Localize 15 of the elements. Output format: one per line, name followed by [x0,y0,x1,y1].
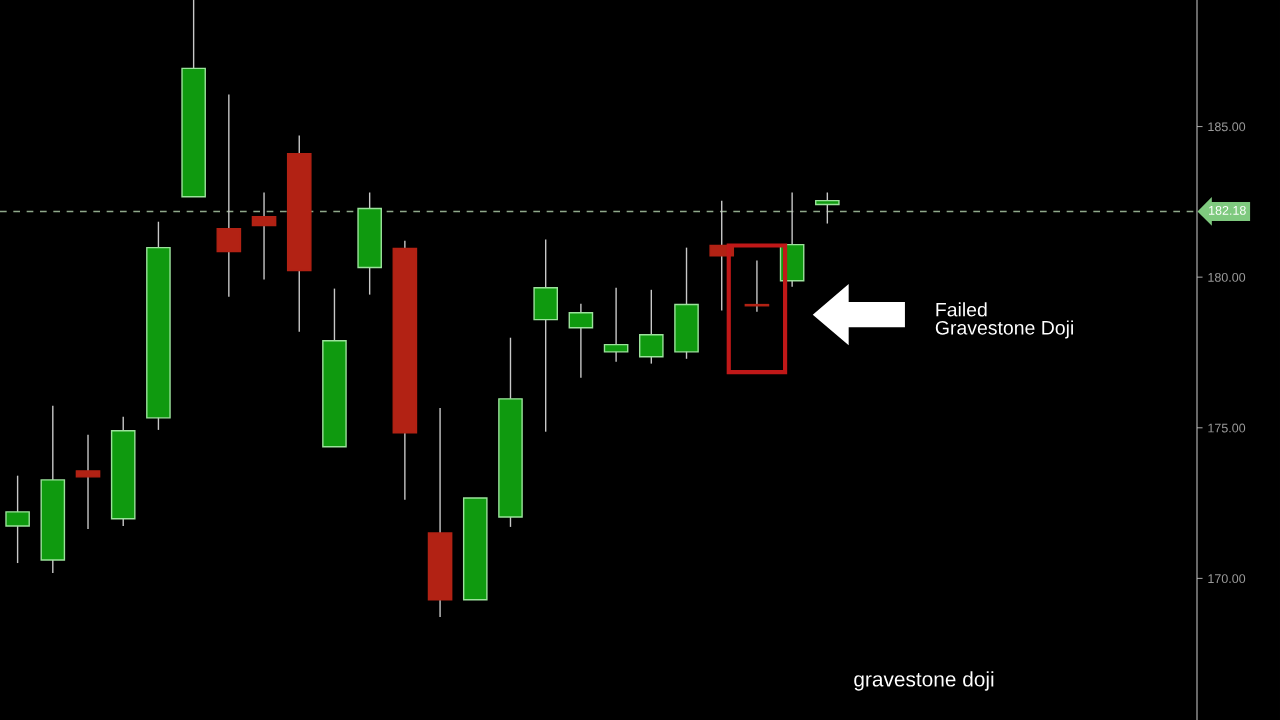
y-tick-label: 175.00 [1208,423,1246,433]
y-tick-label: 185.00 [1208,122,1246,132]
y-tick-label: 170.00 [1208,574,1246,584]
candlestick [603,287,629,363]
candlestick [75,434,101,530]
candlestick [216,93,242,298]
y-tick-label: 180.00 [1208,272,1246,282]
candlestick [251,191,277,281]
ref-line-label: 182.18 [1209,205,1246,215]
candlestick [5,474,30,564]
annotation: gravestone doji [854,671,994,691]
candlestick [568,302,594,379]
annotation: Failed Gravestone Doji [935,302,1073,339]
candlestick [815,191,840,225]
candlestick [638,289,664,365]
